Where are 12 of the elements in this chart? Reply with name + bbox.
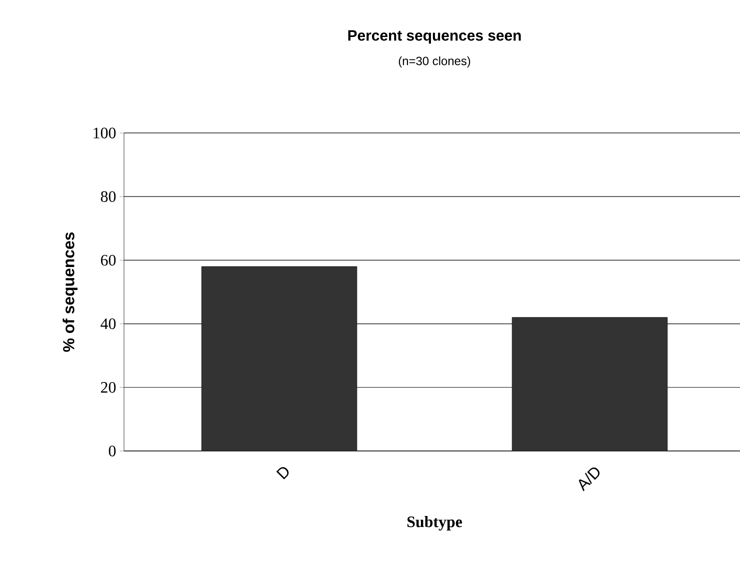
chart-subtitle: (n=30 clones)	[398, 56, 470, 68]
chart-title: Percent sequences seen	[348, 30, 521, 44]
x-axis-title: Subtype	[407, 516, 462, 530]
y-tick-label: 0	[108, 446, 116, 456]
y-tick-label: 60	[100, 254, 116, 266]
x-tick-label: D	[276, 467, 289, 480]
x-tick-label: A/D	[578, 467, 600, 492]
y-tick-label: 80	[100, 191, 116, 202]
y-tick-label: 100	[94, 128, 116, 138]
y-axis-title: % of sequences	[62, 232, 78, 352]
y-tick-label: 40	[100, 318, 116, 330]
y-tick-label: 20	[101, 382, 116, 393]
